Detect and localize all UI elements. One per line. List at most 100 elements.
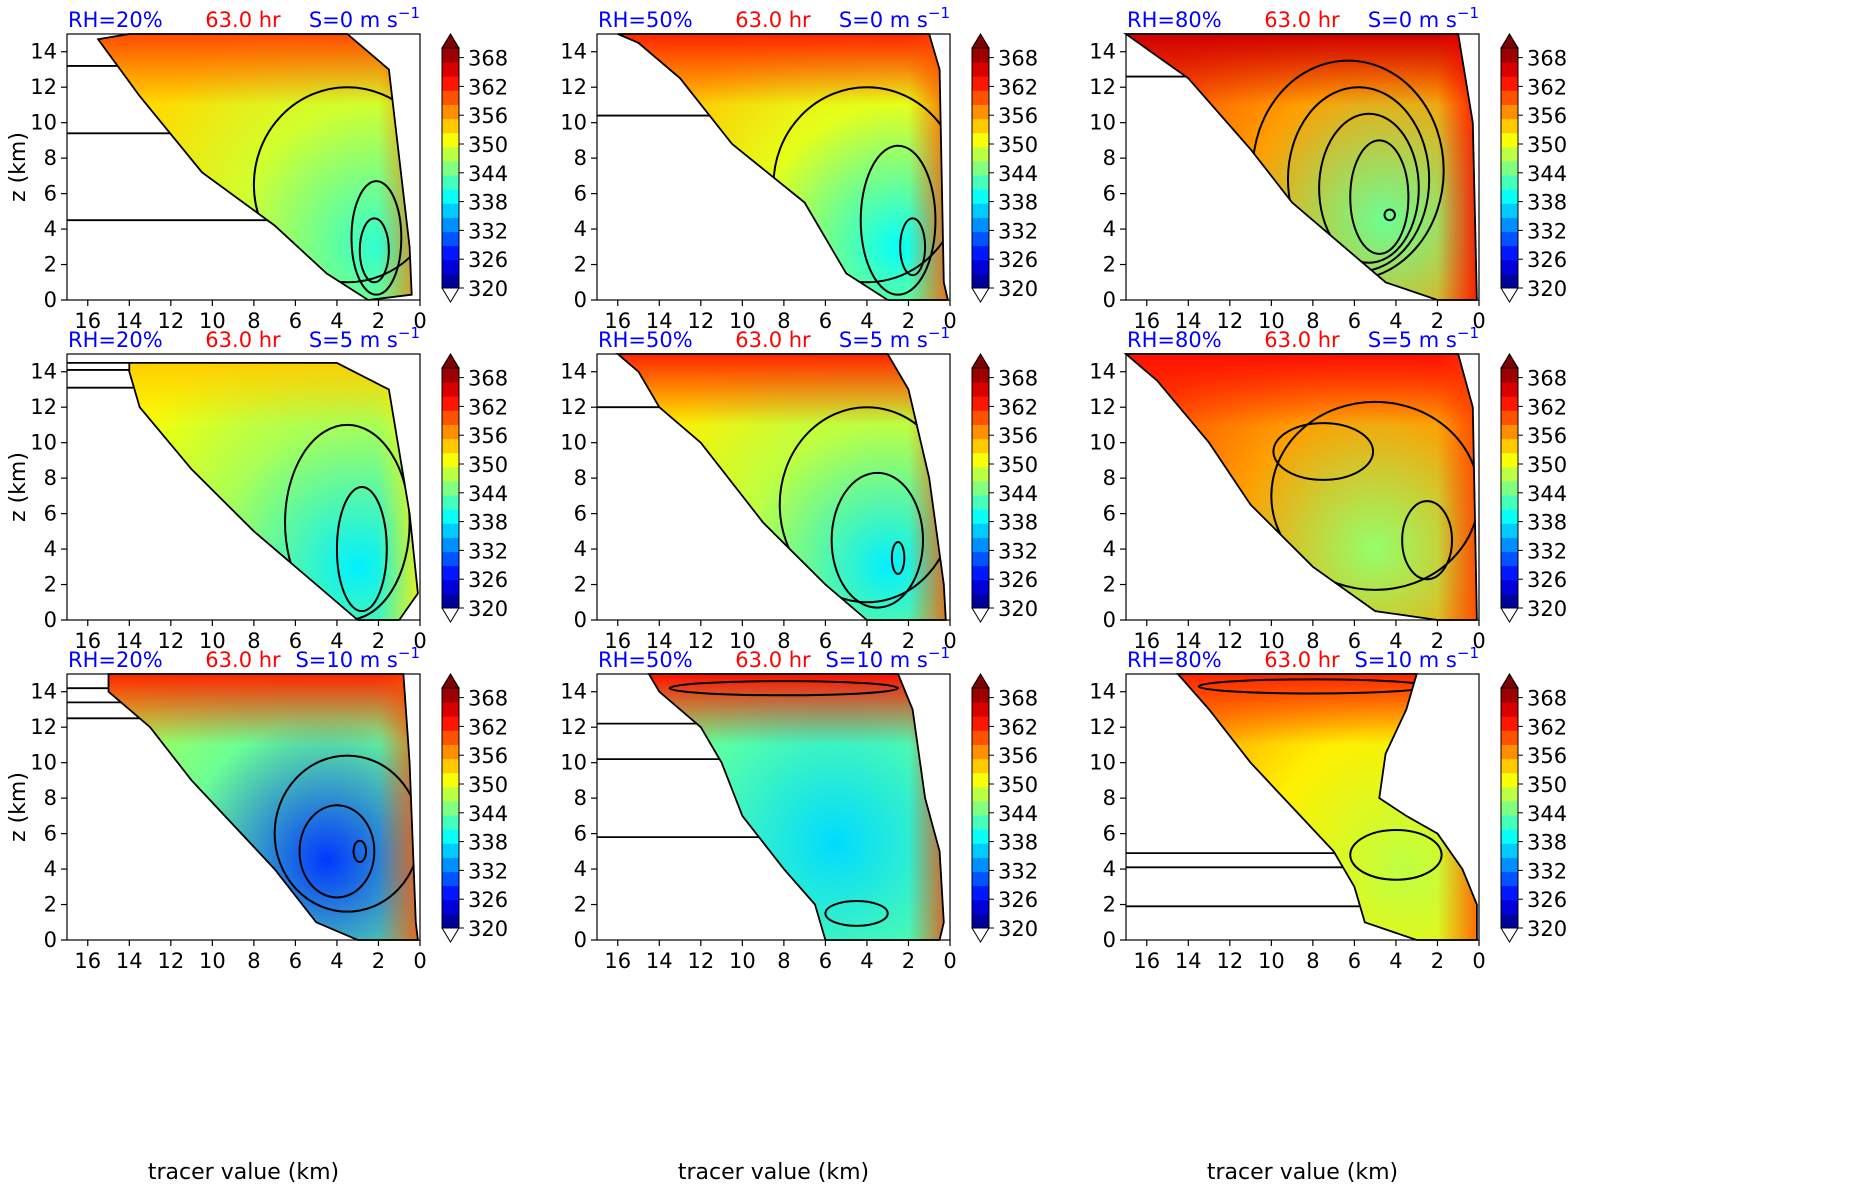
- colorbar-band: [1501, 688, 1518, 703]
- x-tick-label: 6: [289, 949, 302, 973]
- x-tick-label: 12: [157, 309, 184, 333]
- colorbar-band: [442, 452, 459, 468]
- colorbar-band: [972, 90, 989, 105]
- x-tick-label: 8: [1306, 949, 1319, 973]
- panel: 16 14 12 10 8 6 4 2 0 0 2 4 6 8 10 12 14 RH=80% 63.0 hr S=0…: [1089, 4, 1567, 333]
- y-tick-label: 14: [30, 40, 57, 64]
- colorbar-band: [1501, 382, 1518, 397]
- y-tick-label: 2: [44, 253, 57, 277]
- x-tick-label: 12: [687, 309, 714, 333]
- x-tick-label: 2: [372, 629, 385, 653]
- shear-text: S=10 m s: [1354, 648, 1456, 672]
- axes-frame: [66, 353, 421, 621]
- colorbar-band: [1501, 231, 1518, 247]
- shear-exponent: −1: [398, 4, 420, 22]
- colorbar-band: [972, 688, 989, 703]
- x-tick-label: 2: [372, 309, 385, 333]
- shear-text: S=0 m s: [309, 8, 398, 32]
- panel-title-time: 63.0 hr: [735, 8, 811, 32]
- colorbar-band: [972, 466, 989, 482]
- colorbar-band: [442, 744, 459, 760]
- colorbar-band: [1501, 217, 1518, 233]
- colorbar-band: [442, 231, 459, 247]
- colorbar-band: [972, 203, 989, 218]
- y-tick-label: 6: [574, 502, 587, 526]
- colorbar-tick-label: 368: [998, 367, 1038, 391]
- panel-title-shear: S=5 m s−1: [839, 324, 950, 352]
- shear-text: S=0 m s: [839, 8, 928, 32]
- y-tick-label: 14: [30, 360, 57, 384]
- y-tick-label: 6: [574, 182, 587, 206]
- axes-frame: [66, 673, 421, 941]
- colorbar-band: [442, 702, 459, 717]
- field-edge-layer: [648, 674, 944, 940]
- colorbar-band: [442, 772, 459, 788]
- colorbar-band: [972, 772, 989, 788]
- contour-line: [1349, 829, 1443, 881]
- colorbar-band: [442, 786, 459, 802]
- y-tick-label: 2: [574, 253, 587, 277]
- colorbar-band: [442, 245, 459, 261]
- y-tick-label: 10: [560, 431, 587, 455]
- y-tick-label: 0: [1103, 288, 1116, 312]
- colorbar-tick-label: 344: [1527, 482, 1567, 506]
- colorbar-band: [972, 843, 989, 858]
- shear-exponent: −1: [398, 324, 420, 342]
- x-tick-label: 4: [1389, 949, 1402, 973]
- colorbar-tick-label: 320: [468, 917, 508, 941]
- region-outline: [617, 33, 950, 301]
- x-tick-label: 4: [860, 629, 873, 653]
- panel-title-shear: S=5 m s−1: [1368, 324, 1479, 352]
- y-tick-label: 2: [44, 573, 57, 597]
- colorbar-tick-label: 362: [1527, 715, 1567, 739]
- x-tick-label: 4: [330, 949, 343, 973]
- colorbar-band: [442, 62, 459, 77]
- x-tick-label: 16: [74, 309, 101, 333]
- colorbar-extend-min: [971, 287, 990, 303]
- x-tick-label: 0: [1472, 309, 1485, 333]
- panel-title-rh: RH=50%: [598, 648, 693, 672]
- y-tick-label: 14: [560, 360, 587, 384]
- shear-text: S=10 m s: [295, 648, 397, 672]
- x-tick-label: 8: [777, 309, 790, 333]
- tracer-field: [648, 674, 944, 940]
- panel-title-rh: RH=20%: [68, 648, 163, 672]
- panel-title-time: 63.0 hr: [205, 8, 281, 32]
- colorbar-band: [442, 438, 459, 454]
- x-tick-label: 4: [1389, 309, 1402, 333]
- panel-title-time: 63.0 hr: [1264, 8, 1340, 32]
- panel-title-shear: S=10 m s−1: [295, 644, 420, 672]
- colorbar-band: [972, 396, 989, 411]
- colorbar-band: [972, 146, 989, 162]
- shear-exponent: −1: [1457, 644, 1479, 662]
- x-tick-label: 4: [330, 309, 343, 333]
- colorbar: 320 326 332 338 344 350 356 362 368: [971, 353, 1038, 623]
- x-tick-label: 12: [157, 949, 184, 973]
- x-tick-label: 4: [330, 629, 343, 653]
- colorbar-tick-label: 344: [468, 482, 508, 506]
- colorbar-tick-label: 332: [468, 539, 508, 563]
- colorbar-band: [442, 843, 459, 858]
- colorbar-band: [972, 189, 989, 204]
- x-tick-label: 14: [116, 629, 143, 653]
- panel: 16 14 12 10 8 6 4 2 0 0 2 4 6 8 10 12 14 RH=50% 63.0 hr S=0…: [560, 4, 1038, 333]
- axes-frame: [596, 353, 951, 621]
- colorbar-band: [972, 382, 989, 397]
- colorbar-band: [442, 410, 459, 425]
- y-tick-label: 4: [44, 217, 57, 241]
- colorbar-band: [1501, 800, 1518, 816]
- colorbar-band: [442, 716, 459, 731]
- shear-exponent: −1: [1457, 324, 1479, 342]
- colorbar-tick-label: 332: [1527, 539, 1567, 563]
- colorbar-tick-label: 344: [998, 482, 1038, 506]
- panel-title-time: 63.0 hr: [735, 648, 811, 672]
- colorbar-band: [972, 702, 989, 717]
- x-tick-label: 16: [1133, 629, 1160, 653]
- x-tick-label: 0: [1472, 949, 1485, 973]
- colorbar-tick-label: 350: [1527, 773, 1567, 797]
- colorbar-band: [972, 786, 989, 802]
- contour-line: [352, 839, 368, 863]
- y-tick-label: 0: [574, 928, 587, 952]
- x-tick-label: 0: [943, 629, 956, 653]
- y-tick-label: 12: [30, 715, 57, 739]
